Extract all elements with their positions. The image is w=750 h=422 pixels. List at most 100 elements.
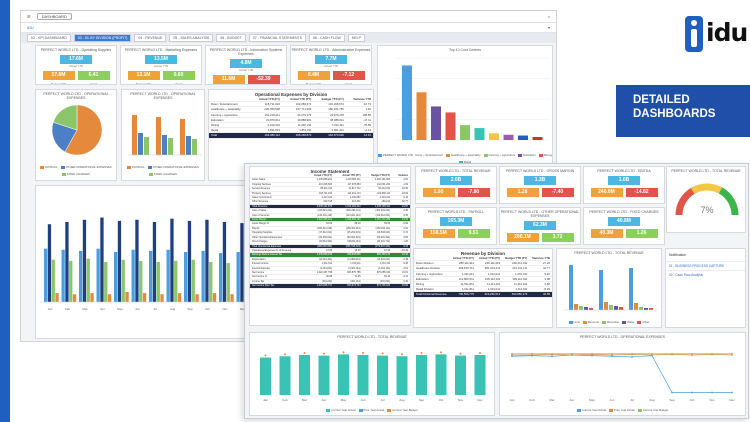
month-revenue-bar-9 [435,354,447,395]
kpi-actual: 4.8M [230,59,262,68]
table-row: Cost of Services (120,301,119) (121,001,01… [250,213,410,219]
table-cell: 1,167,172,289 [362,217,393,223]
kpi2-tile-1-2: PERFECT WORLD LTD - FIXED CHARGES 40.8M 40… [583,207,665,245]
table-cell: Mining [414,281,450,288]
month-tick: Apr [100,307,105,311]
budget-point [284,353,286,356]
revenue-gauge: 7% [675,183,739,216]
legend-item: Retention [602,320,619,324]
kpi-label-row-2: Budget YTD Var % [121,82,201,84]
kpi2-actual: 1.0B [608,176,640,185]
opex-point [691,352,693,355]
table-cell: 118,711,624 [250,101,282,108]
tab-4[interactable]: 06 - BUDGET [216,34,246,42]
legend-swatch [568,320,573,324]
month-tick: Nov [458,398,464,402]
table-cell: Total Revenue [250,204,306,210]
table-cell: 4,201,211 [362,195,393,201]
legend-label: Retention [607,320,620,324]
table-cell: 102,218,411 [250,112,282,118]
legend-item: Retail [458,160,471,164]
notification-item-2[interactable]: 02 - Cash Flow Analysis [666,270,745,279]
top-tab[interactable]: DASHBOARD [36,13,72,20]
legend-label: PAYROLL [132,165,145,169]
table-cell: 408,268,873 [281,132,314,139]
table-header-cell: Actual YTD (PY) [281,97,314,103]
notification-item-1[interactable]: 01 - BUSINESS PROCESS CAPTURE [666,261,745,270]
revenue-bar [609,305,613,310]
kpi-variance: -7.12 [332,71,365,80]
table-cell: 6.72 [392,230,410,236]
income-statement-table: Actual YTD (FY) Actual YTD (PY) Budget YTD… [250,174,410,289]
table-cell: 0.32 [392,279,410,285]
top-cost-centres-legend: PERFECT WORLD LTD - Rotor + Entertainmen… [378,153,552,164]
revenue-bar [604,302,608,310]
table-cell: Retail Division [414,286,450,293]
opex-ratio-bar [55,293,59,302]
monthly-revenue-tile: PERFECT WORLD LTD - TOTAL REVENUE Jan Feb… [249,332,495,416]
tab-1[interactable]: 03 - GL BY DIVISION (PROFIT) [73,34,132,42]
legend-item: Revenue [582,320,599,324]
table-cell: 2,001,311 [313,127,346,134]
opex-ratio-bar [117,220,122,302]
opex-ratio-bar [114,252,118,302]
table-row: Other Operational Expenses (62,303,011) (5… [250,235,410,241]
tab-6[interactable]: 08 - CASH FLOW [309,34,345,42]
month-tick: Nov [222,307,228,311]
month-tick: Mar [82,307,87,311]
home-icon[interactable]: ⌂ [547,14,550,19]
legend-item: Units [568,320,580,324]
table-cell: 34,279,173 [281,112,314,118]
kpi-row-2: 13.1M 0.60 [121,71,201,80]
table-cell: (12,301,011) [362,257,393,263]
table-header-cell: Variance YTD [529,256,552,262]
tab-3[interactable]: 05 - SALES ANALYSIS [169,34,214,42]
tab-2[interactable]: 04 - REVENUE [134,34,167,42]
table-cell: Education [414,276,450,283]
cost-centre-bar-4 [460,125,470,140]
table-cell: Gross Sales [250,177,306,183]
opex-ratio-bar [79,250,83,302]
table-row: Healthcare + Hospitality 220,789,528 217,7… [209,106,373,113]
table-row: Total 466,080,112 408,268,873 362,570,936 14… [209,132,373,139]
legend-label: Mining [543,153,552,157]
table-cell: 16.46 [392,252,410,258]
kpi-variance: -52.39 [247,75,280,84]
monthly-revenue-legend: Current Year Actual Prior Year Actual Curr… [250,408,494,412]
table-cell: 13.99 [305,248,335,254]
gauge-band-1 [690,183,723,195]
table-cell: 52.14 [362,274,393,280]
month-revenue-bar-4 [338,354,349,395]
table-cell: (52,001,301) [334,235,363,241]
table-cell: (40,811,911) [305,239,335,245]
month-tick: Aug [170,307,176,311]
table-row: Payroll (165,312,019) (155,302,011) (160,01… [250,226,410,232]
tab-7[interactable]: HELP [347,34,365,42]
legend-item: Current Year Budget [387,408,418,412]
table-cell: 1.26 [392,239,410,245]
filter-icon[interactable]: ▾ [547,25,550,30]
table-cell: 1,011,811 [449,286,476,293]
kpi-label: Actual YTD [153,64,169,68]
legend-swatch [582,320,587,324]
tab-0[interactable]: 02 - KPI DASHBOARD [27,34,71,42]
legend-swatch [602,320,607,324]
kpi2-budget: 1.50 [422,188,455,197]
opex-point [511,355,513,358]
operating-ratio-chart: Jan Feb Mar Apr May Jun Jul Aug Sep Oct Nov Dec [40,217,252,311]
table-cell: 874,745,323 [362,283,393,289]
opex-ratio-bar [142,293,147,302]
opex-ratio-bar [156,262,160,302]
legend-swatch [637,408,642,412]
menu-icon[interactable]: ☰ [27,14,31,19]
table-cell: (12,011,311) [305,257,335,263]
table-cell: Property Services [250,191,306,197]
table-header-cell: Actual YTD (FY) [305,174,335,179]
opex-ratio-bar [160,294,164,302]
kpi2-actual: 2.0B [440,176,472,185]
table-cell: Mining [209,122,251,129]
kpi-label-row-1: Actual YTD [121,64,201,68]
legend-swatch [622,320,627,324]
month-tick: Aug [399,398,405,402]
tab-5[interactable]: 07 - FINANCIAL STATEMENTS [248,34,306,42]
